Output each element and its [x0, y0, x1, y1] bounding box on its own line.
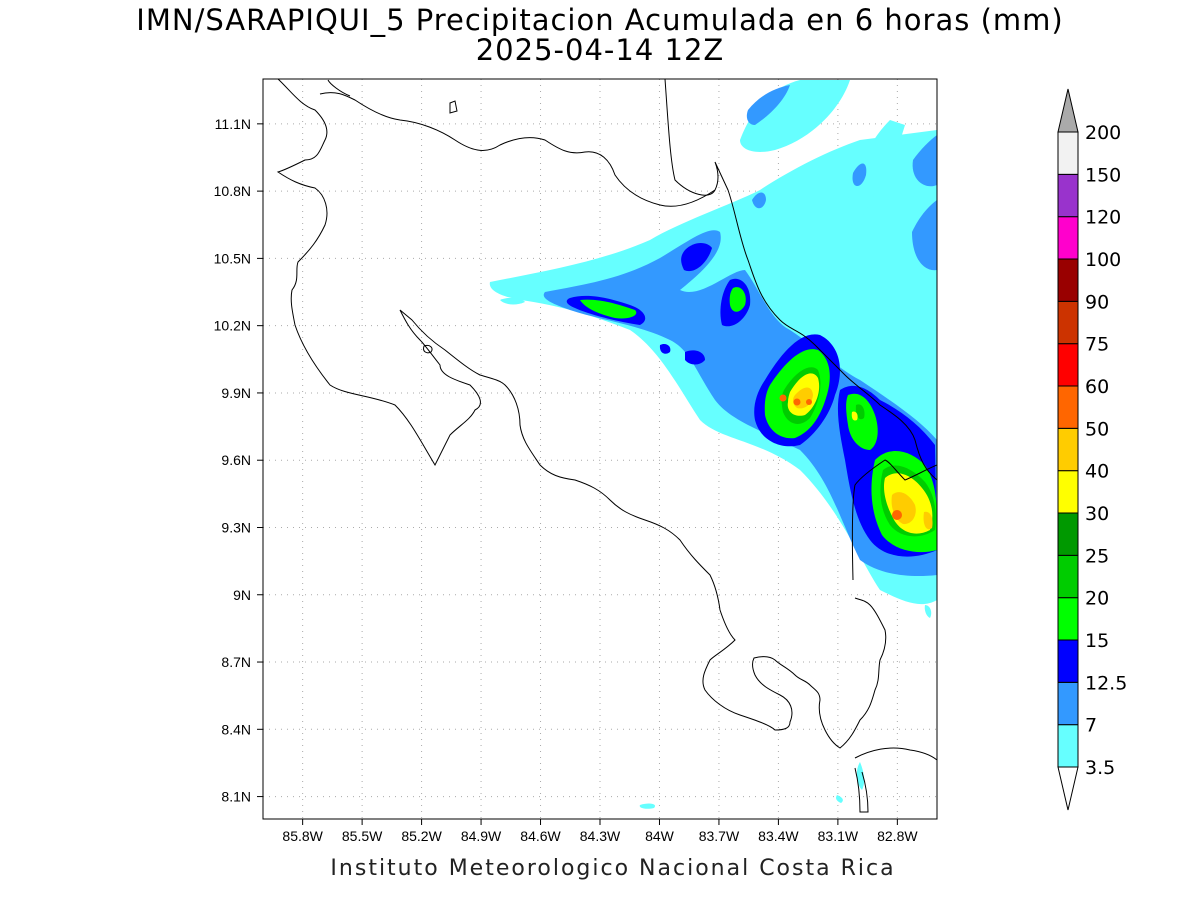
colorbar-swatch	[1057, 597, 1079, 641]
colorbar-swatch	[1057, 512, 1079, 556]
colorbar-swatch	[1057, 258, 1079, 302]
colorbar-over-triangle	[1057, 88, 1079, 133]
lon-tick-label: 82.8W	[877, 828, 918, 844]
map-title: IMN/SARAPIQUI_5 Precipitacion Acumulada …	[136, 3, 1064, 37]
lon-tick-label: 85.5W	[342, 828, 383, 844]
colorbar-swatch	[1057, 173, 1079, 218]
coastlines	[276, 79, 937, 813]
colorbar-level-label: 15	[1085, 630, 1109, 652]
panama-coast	[854, 747, 937, 761]
lon-tick-label: 84.9W	[461, 828, 502, 844]
map-frame	[262, 78, 938, 820]
colorbar-level-label: 12.5	[1085, 672, 1127, 694]
lat-tick-label: 9.6N	[221, 452, 251, 468]
map-datetime: 2025-04-14 12Z	[475, 33, 725, 67]
colorbar-swatch	[1057, 470, 1079, 514]
colorbar-level-label: 25	[1085, 545, 1109, 567]
border-panama	[851, 459, 937, 581]
colorbar-swatch	[1057, 639, 1079, 683]
colorbar-level-label: 90	[1085, 291, 1109, 313]
lon-tick-label: 84W	[645, 828, 675, 844]
colorbar-level-label: 100	[1085, 249, 1121, 271]
lon-tick-label: 84.3W	[580, 828, 621, 844]
colorbar-swatch	[1057, 343, 1079, 387]
north-coast	[319, 92, 716, 207]
lon-tick-label: 83.4W	[758, 828, 799, 844]
colorbar-level-label: 7	[1085, 715, 1097, 737]
lat-tick-label: 10.5N	[214, 250, 251, 266]
colorbar-level-label: 60	[1085, 376, 1109, 398]
colorbar-swatch	[1057, 300, 1079, 345]
pacific-coast	[276, 79, 887, 749]
colorbar-level-label: 20	[1085, 588, 1109, 610]
colorbar-level-label: 200	[1085, 122, 1121, 144]
precipitation-field	[489, 80, 937, 809]
colorbar-swatch	[1057, 724, 1079, 768]
colorbar-level-label: 150	[1085, 164, 1121, 186]
colorbar-swatch	[1057, 554, 1079, 599]
lon-tick-label: 83.7W	[699, 828, 740, 844]
lon-tick-label: 85.2W	[401, 828, 442, 844]
colorbar-level-label: 120	[1085, 207, 1121, 229]
footer-credit: Instituto Meteorologico Nacional Costa R…	[330, 856, 896, 881]
colorbar-swatch	[1057, 681, 1079, 726]
colorbar-level-label: 3.5	[1085, 757, 1115, 779]
colorbar-level-label: 75	[1085, 334, 1109, 356]
colorbar-swatch	[1057, 216, 1079, 260]
lat-tick-label: 11.1N	[215, 116, 251, 132]
colorbar-under-triangle	[1057, 766, 1079, 811]
island-small	[449, 100, 458, 114]
colorbar-level-label: 50	[1085, 418, 1109, 440]
colorbar: 3.5 7 12.5 15 20 25 30 40 50 60 75 90 100 120 150 200	[1057, 88, 1127, 811]
lat-tick-label: 9N	[233, 587, 251, 603]
colorbar-level-label: 30	[1085, 503, 1109, 525]
lat-tick-label: 9.9N	[221, 385, 251, 401]
precip-band-orange	[779, 394, 902, 520]
lake-nicaragua-shore	[327, 79, 351, 97]
colorbar-swatch	[1057, 427, 1079, 472]
lat-tick-label: 8.4N	[221, 721, 251, 737]
axis-ticks: 85.8W 85.5W 85.2W 84.9W 84.6W 84.3W 84W 83.7W 83…	[214, 116, 919, 844]
burica-peninsula	[854, 767, 869, 813]
island-chira	[423, 345, 433, 354]
lat-tick-label: 8.7N	[221, 654, 251, 670]
colorbar-swatch	[1057, 131, 1079, 175]
lat-tick-label: 10.8N	[214, 183, 251, 199]
caribbean-coast	[664, 79, 937, 481]
lat-tick-label: 8.1N	[221, 789, 251, 805]
colorbar-swatch	[1057, 385, 1079, 429]
lat-tick-label: 9.3N	[221, 519, 251, 535]
lon-tick-label: 84.6W	[520, 828, 561, 844]
lat-tick-label: 10.2N	[214, 318, 251, 334]
lon-tick-label: 83.1W	[818, 828, 859, 844]
colorbar-level-label: 40	[1085, 461, 1109, 483]
lon-tick-label: 85.8W	[282, 828, 323, 844]
